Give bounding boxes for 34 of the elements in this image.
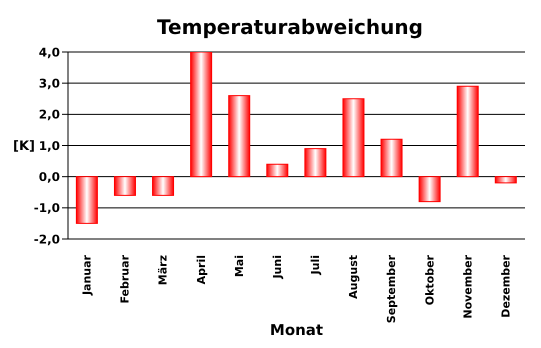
bar bbox=[342, 98, 364, 178]
x-tick-label: Juli bbox=[309, 255, 322, 276]
y-tick-label: -1,0 bbox=[34, 201, 60, 216]
x-tick-label: Februar bbox=[118, 254, 132, 304]
chart-title: Temperaturabweichung bbox=[157, 15, 423, 39]
y-axis-title: [K] bbox=[13, 139, 35, 154]
x-tick-label: Mai bbox=[232, 255, 246, 278]
y-tick-label: 2,0 bbox=[38, 108, 60, 122]
y-tick-label: -2,0 bbox=[34, 232, 60, 246]
bar bbox=[380, 138, 403, 178]
bar bbox=[304, 148, 326, 178]
bar bbox=[494, 176, 517, 184]
bar bbox=[114, 176, 136, 196]
x-tick-label: Juni bbox=[270, 255, 284, 280]
bar bbox=[152, 176, 174, 196]
bar bbox=[418, 176, 441, 202]
bar bbox=[456, 86, 479, 178]
x-tick-label: Dezember bbox=[499, 254, 512, 318]
bar bbox=[228, 95, 250, 178]
x-axis-title: Monat bbox=[270, 321, 324, 339]
x-tick-label: April bbox=[194, 255, 208, 284]
bar bbox=[266, 164, 288, 178]
x-tick-label: Oktober bbox=[423, 254, 436, 306]
x-tick-label: August bbox=[347, 255, 360, 299]
x-tick-label: März bbox=[156, 255, 170, 286]
y-tick-label: 1,0 bbox=[38, 138, 60, 153]
y-tick-label: 0,0 bbox=[38, 170, 60, 184]
y-tick-label: 4,0 bbox=[38, 45, 60, 60]
y-tick-label: 3,0 bbox=[38, 76, 60, 90]
x-tick-label: November bbox=[461, 254, 474, 319]
bar bbox=[76, 176, 98, 224]
bar bbox=[190, 52, 212, 178]
x-tick-label: September bbox=[385, 254, 398, 324]
x-tick-label: Januar bbox=[80, 254, 94, 296]
